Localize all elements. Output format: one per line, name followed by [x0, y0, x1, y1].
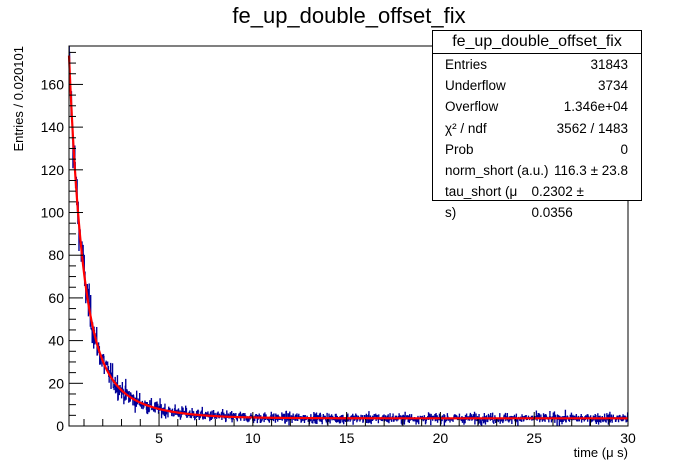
stats-row-value: 31843	[590, 57, 628, 72]
x-tick-label: 20	[433, 430, 449, 446]
stats-row: Entries 31843	[433, 54, 641, 75]
y-tick-label: 60	[48, 290, 64, 306]
plot-frame	[68, 45, 629, 427]
y-tick-label: 140	[41, 119, 65, 135]
stats-title: fe_up_double_offset_fix	[433, 31, 641, 54]
stats-rows: Entries 31843 Underflow 3734 Overflow 1.346e+…	[433, 54, 641, 221]
stats-row-value: 116.3 ± 23.8	[554, 162, 628, 178]
y-tick-label: 100	[41, 205, 65, 221]
fit-curve	[67, 55, 628, 420]
stats-row: tau_short (μ s) 0.2302 ± 0.0356	[433, 181, 641, 221]
x-axis: 5 10 15 20 25 30	[83, 412, 636, 446]
x-tick-label: 30	[620, 430, 636, 446]
y-tick-label: 0	[56, 418, 64, 434]
stats-row-label: norm_short (a.u.)	[445, 162, 549, 178]
y-axis: 0 20 40 60 80 100 120 140 160	[41, 51, 83, 434]
stats-row: Prob 0	[433, 139, 641, 160]
x-tick-label: 5	[155, 430, 163, 446]
stats-box: fe_up_double_offset_fix Entries 31843 Unde…	[432, 30, 642, 221]
x-tick-label: 25	[526, 430, 542, 446]
stats-row: Overflow 1.346e+04	[433, 96, 641, 117]
stats-row: norm_short (a.u.) 116.3 ± 23.8	[433, 160, 641, 181]
stats-row-label: tau_short (μ s)	[445, 184, 518, 221]
stats-row-label: Entries	[445, 57, 488, 72]
stats-row-value: 0.2302 ± 0.0356	[531, 184, 584, 221]
stats-row-label: Prob	[445, 141, 474, 157]
stats-row-value: 0	[620, 141, 628, 157]
x-tick-label: 10	[245, 430, 261, 446]
chart-title: fe_up_double_offset_fix	[232, 3, 465, 28]
y-tick-label: 40	[48, 333, 64, 349]
y-tick-label: 120	[41, 162, 65, 178]
x-axis-label: time (μ s)	[574, 445, 628, 460]
stats-row-label: χ² / ndf	[445, 120, 487, 136]
stats-row-value: 3734	[597, 78, 628, 94]
y-tick-label: 20	[48, 375, 64, 391]
y-axis-label: Entries / 0.020101	[11, 46, 26, 152]
stats-row-value: 1.346e+04	[563, 99, 628, 115]
y-tick-label: 80	[48, 247, 64, 263]
stats-row: Underflow 3734	[433, 75, 641, 96]
x-tick-label: 15	[339, 430, 355, 446]
y-tick-label: 160	[41, 76, 65, 92]
stats-row-label: Overflow	[445, 99, 499, 115]
stats-row-label: Underflow	[445, 78, 506, 94]
stats-row: χ² / ndf 3562 / 1483	[433, 118, 641, 139]
stats-row-value: 3562 / 1483	[556, 120, 628, 136]
